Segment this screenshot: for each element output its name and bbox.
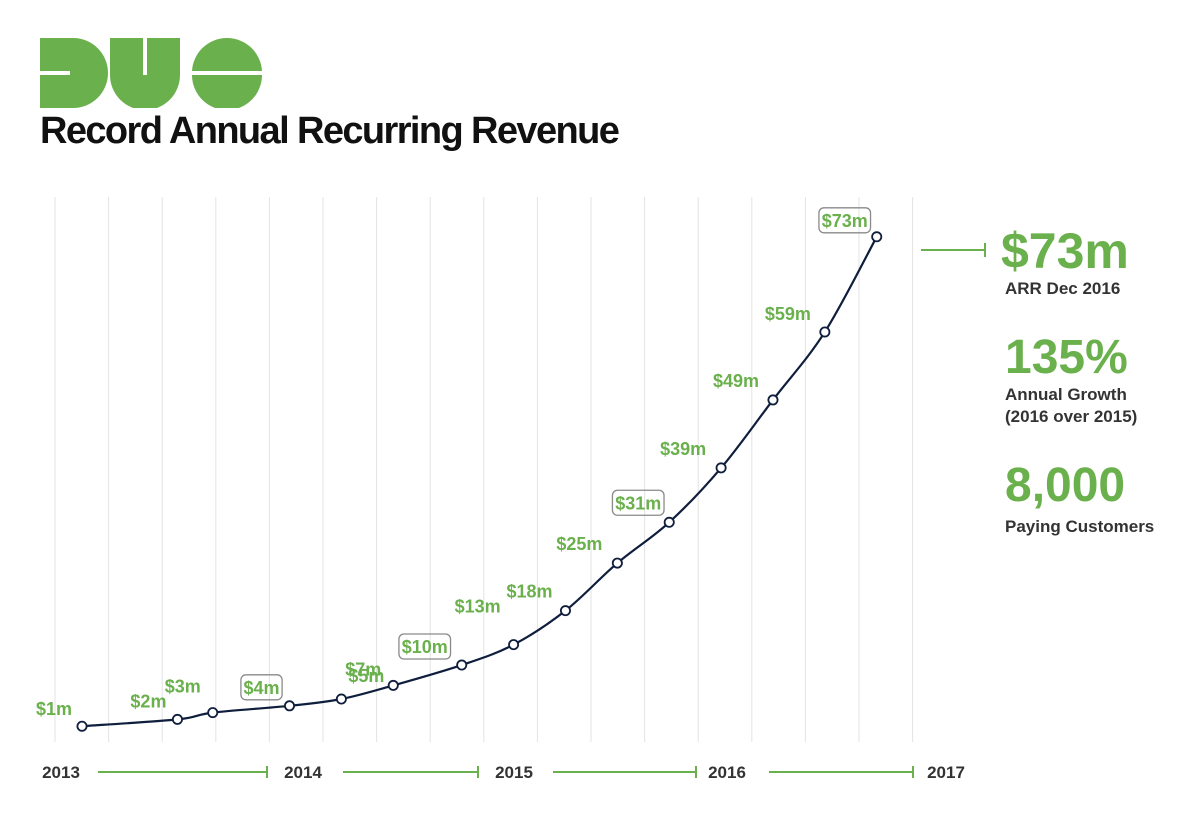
- data-point: [76, 720, 88, 732]
- duo-logo: [40, 38, 262, 108]
- data-label: $49m: [713, 371, 759, 391]
- data-point: [767, 394, 779, 406]
- data-label: $18m: [506, 582, 552, 602]
- x-tick-label: 2017: [927, 763, 965, 782]
- data-point: [456, 659, 468, 671]
- customers-label: Paying Customers: [1005, 517, 1155, 536]
- data-label-box: [240, 674, 283, 701]
- data-point: [611, 557, 623, 569]
- growth-label-2: (2016 over 2015): [1005, 407, 1138, 427]
- data-point: [663, 516, 675, 528]
- data-label: $1m: [36, 699, 72, 719]
- data-point: [559, 605, 571, 617]
- data-label: $3m: [165, 677, 201, 697]
- data-label: $59m: [765, 304, 811, 324]
- x-tick-label: 2016: [708, 763, 746, 782]
- customers-value: 8,000: [1005, 459, 1126, 512]
- data-label-box: [818, 207, 872, 234]
- data-label: $39m: [660, 439, 706, 459]
- customers-stat: 8,000 Paying Customers: [1005, 462, 1154, 538]
- growth-value: 135%: [1005, 331, 1128, 384]
- data-label: $5m: [348, 666, 384, 686]
- data-points: [76, 231, 883, 732]
- series-line: [81, 236, 878, 728]
- growth-stat: 135% Annual Growth (2016 over 2015): [1005, 334, 1137, 428]
- data-point: [871, 231, 883, 243]
- data-point: [387, 679, 399, 691]
- data-label: $10m: [402, 637, 448, 657]
- x-tick-label: 2014: [284, 763, 322, 782]
- growth-label-1: Annual Growth: [1005, 385, 1127, 404]
- data-label: $31m: [615, 493, 661, 513]
- data-labels: $1m $2m$3m $4m $5m$7m $10m $13m$18m $25m $31m $3…: [36, 207, 872, 719]
- arr-label: ARR Dec 2016: [1005, 279, 1121, 298]
- data-label: $25m: [556, 534, 602, 554]
- x-tick-label: 2015: [495, 763, 533, 782]
- data-label: $7m: [345, 659, 381, 679]
- data-point: [819, 326, 831, 338]
- data-point: [715, 462, 727, 474]
- data-label: $4m: [243, 678, 279, 698]
- arr-value: $73m: [1001, 223, 1129, 279]
- x-axis: 2013 2014 2015 2016 2017: [42, 763, 965, 782]
- x-tick-label: 2013: [42, 763, 80, 782]
- data-label: $73m: [822, 211, 868, 231]
- arr-stat: $73m ARR Dec 2016: [1001, 226, 1129, 300]
- data-point: [508, 639, 520, 651]
- data-label-box: [398, 633, 452, 660]
- data-point: [335, 693, 347, 705]
- data-label: $2m: [130, 691, 166, 711]
- data-point: [207, 707, 219, 719]
- data-label-box: [611, 489, 665, 516]
- data-point: [171, 713, 183, 725]
- gridlines: [54, 197, 914, 742]
- page-title: Record Annual Recurring Revenue: [40, 110, 620, 152]
- data-point: [283, 700, 295, 712]
- data-label: $13m: [455, 597, 501, 617]
